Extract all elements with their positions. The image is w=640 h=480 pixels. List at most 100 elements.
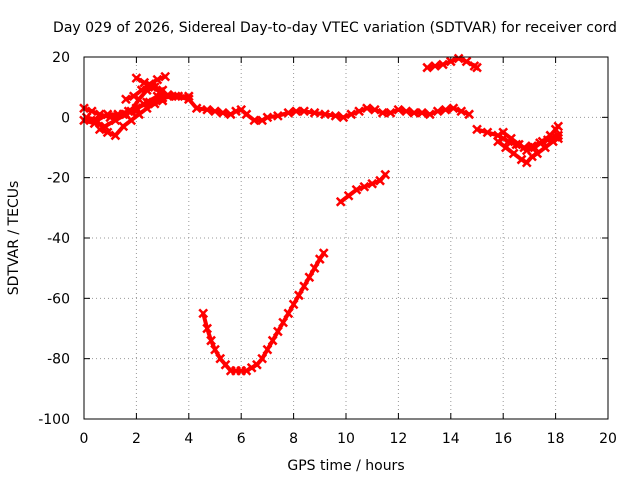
data-point	[118, 121, 129, 132]
data-point-stroke	[380, 169, 391, 180]
data-point	[514, 139, 524, 150]
data-point	[417, 107, 427, 118]
data-point	[521, 145, 532, 156]
data-point-stroke	[385, 107, 396, 118]
data-point-stroke	[293, 290, 304, 301]
data-point	[299, 281, 309, 292]
data-point	[309, 107, 320, 118]
data-point-stroke	[141, 103, 152, 114]
data-point	[377, 107, 388, 118]
data-point-stroke	[110, 130, 121, 141]
data-point	[548, 136, 558, 147]
data-point	[183, 91, 194, 102]
data-point-stroke	[288, 299, 299, 310]
data-point	[278, 317, 289, 328]
data-point	[422, 62, 433, 73]
data-point	[309, 263, 320, 274]
data-point	[272, 326, 283, 337]
data-point	[198, 308, 209, 319]
data-point	[493, 136, 503, 147]
data-point-stroke	[314, 254, 325, 265]
data-point-stroke	[432, 106, 443, 117]
x-tick-label: 18	[547, 431, 565, 447]
data-point-stroke	[453, 53, 464, 64]
data-point	[472, 62, 482, 73]
data-point	[430, 61, 440, 71]
x-tick-label: 12	[389, 431, 407, 447]
data-point-stroke	[147, 82, 158, 93]
data-point-stroke	[202, 104, 213, 115]
data-point	[393, 104, 404, 115]
data-point-stroke	[110, 115, 121, 126]
data-point	[537, 136, 548, 147]
data-point-stroke	[367, 178, 378, 189]
data-point	[123, 106, 134, 117]
data-point	[141, 103, 152, 114]
data-point	[354, 106, 364, 117]
data-point	[472, 124, 482, 135]
data-point-stroke	[553, 121, 564, 132]
data-point-stroke	[318, 248, 329, 258]
data-point-stroke	[351, 184, 362, 195]
data-point-stroke	[299, 281, 309, 292]
data-point	[102, 109, 113, 120]
data-point	[126, 115, 137, 126]
data-point	[369, 104, 380, 115]
data-point	[257, 115, 268, 126]
data-point	[553, 121, 564, 132]
data-point-stroke	[440, 104, 451, 115]
x-tick-label: 16	[494, 431, 512, 447]
data-point	[532, 148, 543, 159]
data-point	[516, 154, 527, 165]
data-point	[113, 109, 123, 120]
y-tick-label: -100	[38, 412, 70, 428]
data-point	[343, 190, 354, 201]
data-point	[262, 112, 273, 123]
grid-lines	[84, 57, 608, 419]
x-tick-label: 2	[132, 431, 141, 447]
data-point	[147, 82, 158, 93]
data-point-stroke	[320, 109, 330, 120]
data-point	[267, 335, 278, 346]
data-point	[110, 115, 121, 126]
data-point	[202, 104, 213, 115]
data-point-stroke	[113, 109, 123, 120]
data-point	[529, 142, 540, 153]
data-point-stroke	[198, 308, 209, 319]
data-point	[498, 127, 509, 138]
data-point-stroke	[134, 94, 144, 105]
data-point-stroke	[304, 272, 315, 283]
data-point	[456, 106, 467, 117]
ticks: 0 2 4 6 8 10 12 14 16 18 20 -100 -80 -60 -40 -20 0 20	[38, 50, 617, 447]
data-point-stroke	[500, 142, 511, 153]
data-point	[440, 104, 451, 115]
data-point-stroke	[299, 106, 309, 117]
data-point-stroke	[249, 115, 260, 126]
data-point-stroke	[330, 110, 341, 121]
data-point-stroke	[191, 103, 202, 114]
data-point-stroke	[354, 106, 364, 117]
data-point-stroke	[527, 151, 537, 162]
data-point	[362, 103, 372, 114]
data-point-stroke	[139, 77, 150, 88]
data-point	[131, 73, 142, 84]
data-point	[206, 335, 216, 346]
data-point-stroke	[472, 124, 482, 135]
data-point-stroke	[283, 107, 294, 118]
data-point-stroke	[438, 59, 448, 70]
data-point-stroke	[160, 71, 171, 82]
data-point	[173, 91, 184, 102]
y-tick-label: -80	[47, 352, 70, 368]
data-point	[225, 109, 236, 120]
data-point-stroke	[272, 326, 283, 337]
data-point	[318, 248, 329, 258]
data-point	[241, 109, 252, 120]
data-point	[445, 56, 456, 67]
data-point	[257, 353, 268, 364]
data-point	[482, 127, 493, 138]
data-point	[335, 196, 346, 207]
data-point-stroke	[506, 133, 516, 144]
data-point-stroke	[225, 109, 236, 120]
y-tick-label: -20	[47, 171, 70, 187]
data-point-stroke	[422, 62, 433, 73]
